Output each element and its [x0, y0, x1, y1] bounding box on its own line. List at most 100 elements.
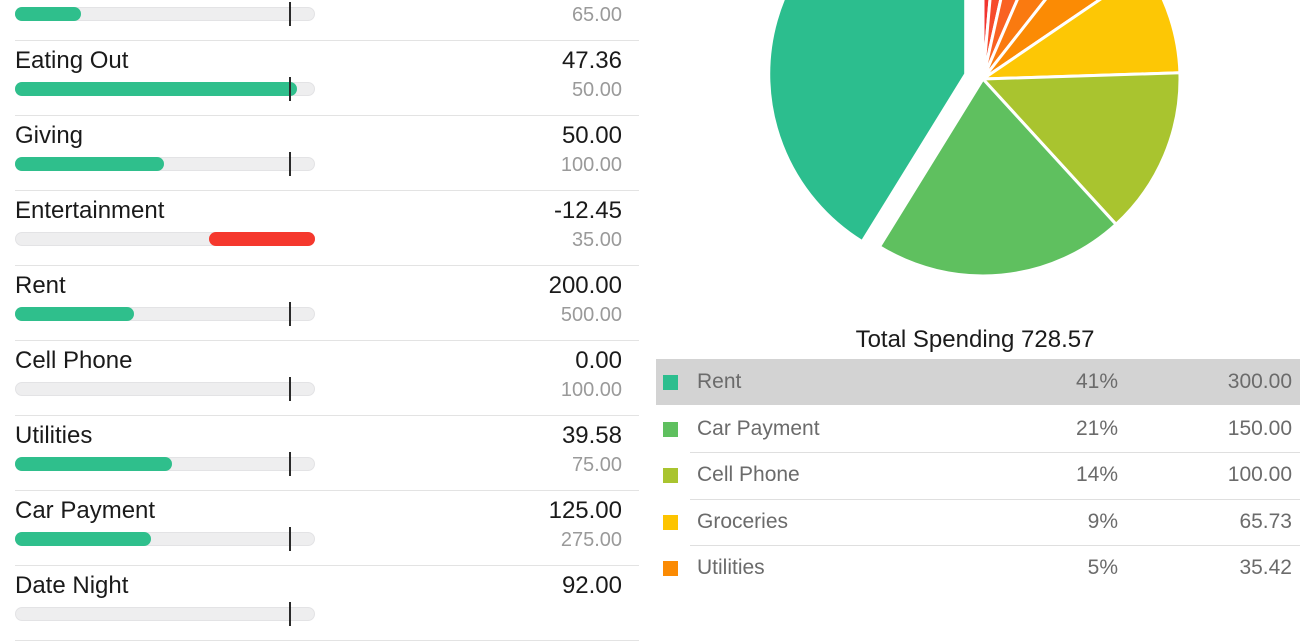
- pie-slice[interactable]: [981, 0, 1182, 81]
- legend-color-swatch: [663, 561, 678, 576]
- legend-row[interactable]: Rent 41% 300.00: [656, 359, 1300, 405]
- category-label: Date Night: [15, 572, 129, 599]
- pace-tick: [289, 2, 292, 26]
- remaining-amount: 47.36: [561, 47, 622, 74]
- category-label: Entertainment: [15, 197, 165, 224]
- legend-percent: 21%: [1075, 416, 1118, 440]
- budget-row[interactable]: Giving 50.00 100.00: [0, 116, 639, 191]
- legend-row[interactable]: Cell Phone 14% 100.00: [656, 452, 1300, 498]
- legend-percent: 14%: [1075, 463, 1118, 486]
- remaining-amount: 50.00: [561, 122, 622, 149]
- budget-row[interactable]: Utilities 39.58 75.00: [0, 416, 639, 491]
- legend-color-swatch: [663, 514, 678, 530]
- pace-tick: [289, 602, 292, 626]
- progress-bar: [15, 527, 315, 551]
- row-separator: [15, 190, 639, 191]
- spending-pie-chart[interactable]: [650, 0, 1300, 335]
- progress-bar: [15, 452, 315, 476]
- legend-value: 35.42: [1239, 556, 1292, 579]
- budget-row[interactable]: Rent 200.00 500.00: [0, 266, 639, 341]
- budget-amount: 50.00: [571, 79, 622, 101]
- legend-value: 65.73: [1239, 509, 1292, 533]
- spending-legend: Rent 41% 300.00 Car Payment 21% 150.00 Cell Ph…: [650, 0, 1300, 580]
- row-separator: [15, 490, 639, 491]
- legend-label: Utilities: [697, 556, 765, 579]
- budget-amount: 500.00: [560, 304, 622, 326]
- progress-bar: [15, 302, 315, 326]
- progress-fill: [15, 307, 135, 321]
- row-separator: [15, 40, 639, 41]
- remaining-amount: 200.00: [548, 272, 622, 299]
- legend-separator: [690, 545, 1300, 546]
- budget-row[interactable]: Eating Out 47.36 50.00: [0, 41, 639, 116]
- progress-bar: [15, 152, 315, 176]
- row-separator: [15, 415, 639, 416]
- remaining-amount: 92.00: [561, 572, 622, 599]
- remaining-amount: 39.58: [561, 422, 622, 449]
- legend-row[interactable]: Car Payment 21% 150.00: [656, 406, 1300, 452]
- remaining-amount: -12.45: [553, 197, 622, 224]
- pace-tick: [289, 452, 292, 476]
- progress-fill: [15, 7, 82, 21]
- legend-percent: 5%: [1087, 556, 1118, 579]
- pace-tick: [289, 377, 292, 401]
- progress-fill: [15, 457, 173, 471]
- pie-slice[interactable]: [981, 71, 1182, 226]
- budget-amount: 35.00: [571, 229, 622, 251]
- progress-bar: [15, 602, 315, 626]
- pace-tick: [289, 302, 292, 326]
- legend-value: 150.00: [1227, 416, 1292, 440]
- spending-panel: Total Spending 728.57 Rent 41% 300.00 Car P…: [650, 0, 1300, 580]
- remaining-amount: 0.00: [575, 347, 622, 374]
- legend-percent: 41%: [1075, 370, 1118, 393]
- row-separator: [15, 565, 639, 566]
- progress-bar: [15, 77, 315, 101]
- legend-percent: 9%: [1087, 509, 1118, 533]
- budget-amount: 100.00: [560, 379, 622, 401]
- legend-label: Rent: [697, 370, 742, 393]
- pace-tick: [289, 152, 292, 176]
- budget-row[interactable]: 65.00: [0, 0, 639, 41]
- row-separator: [15, 340, 639, 341]
- budget-amount: 100.00: [560, 154, 622, 176]
- progress-fill: [15, 532, 151, 546]
- legend-separator: [690, 498, 1300, 500]
- budget-amount: 75.00: [571, 454, 622, 476]
- category-label: Rent: [15, 272, 66, 299]
- budget-row[interactable]: Car Payment 125.00 275.00: [0, 491, 639, 566]
- progress-fill: [15, 82, 298, 96]
- budget-row[interactable]: Cell Phone 0.00 100.00: [0, 341, 639, 416]
- pie-slice[interactable]: [767, 0, 968, 244]
- category-label: Utilities: [15, 422, 93, 449]
- remaining-amount: 125.00: [548, 497, 622, 524]
- legend-color-swatch: [663, 375, 678, 390]
- budget-row[interactable]: Date Night 92.00: [0, 566, 639, 641]
- legend-label: Groceries: [697, 509, 789, 533]
- legend-label: Cell Phone: [697, 463, 800, 486]
- budget-amount: 65.00: [571, 4, 622, 26]
- progress-fill: [15, 157, 164, 171]
- category-label: Car Payment: [15, 497, 156, 524]
- progress-bar: [15, 232, 315, 246]
- overspent-fill: [208, 232, 315, 246]
- pie-slice[interactable]: [878, 77, 1118, 278]
- budget-amount: 275.00: [560, 529, 622, 551]
- budget-row[interactable]: Entertainment -12.45 35.00: [0, 191, 639, 266]
- legend-row[interactable]: Utilities 5% 35.42: [656, 545, 1300, 580]
- category-label: Giving: [15, 122, 84, 149]
- progress-bar: [15, 2, 315, 26]
- legend-label: Car Payment: [697, 416, 820, 440]
- total-spending-title: Total Spending 728.57: [855, 326, 1095, 353]
- pace-tick: [289, 527, 292, 551]
- legend-color-swatch: [663, 421, 678, 437]
- category-label: Eating Out: [15, 47, 129, 74]
- category-label: Cell Phone: [15, 347, 133, 374]
- progress-bar: [15, 377, 315, 401]
- pace-tick: [289, 77, 292, 101]
- legend-color-swatch: [663, 468, 678, 483]
- legend-separator: [690, 452, 1300, 453]
- row-separator: [15, 115, 639, 116]
- row-separator: [15, 265, 639, 266]
- legend-row[interactable]: Groceries 9% 65.73: [656, 498, 1300, 545]
- legend-value: 300.00: [1227, 370, 1292, 393]
